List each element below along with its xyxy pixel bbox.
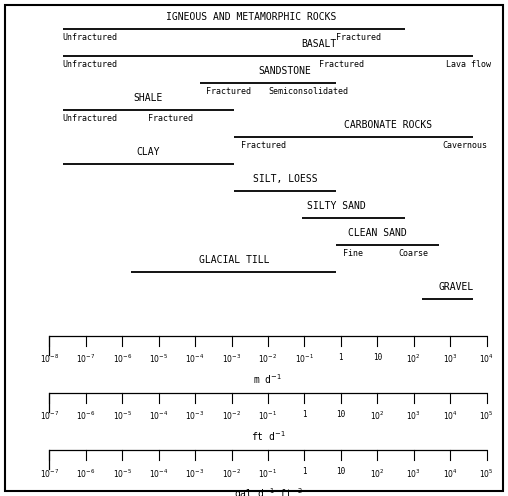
Text: $10^{4}$: $10^{4}$ (479, 353, 494, 366)
Text: 1: 1 (338, 353, 343, 362)
Text: SANDSTONE: SANDSTONE (259, 66, 311, 76)
Text: $10^{-2}$: $10^{-2}$ (259, 353, 277, 366)
Text: CLAY: CLAY (137, 147, 160, 157)
Text: $10^{4}$: $10^{4}$ (442, 410, 458, 423)
Text: ft d$^{-1}$: ft d$^{-1}$ (250, 429, 285, 443)
Text: $10^{-1}$: $10^{-1}$ (259, 467, 277, 480)
Text: $10^{-7}$: $10^{-7}$ (40, 410, 59, 423)
Text: $10^{-2}$: $10^{-2}$ (222, 467, 241, 480)
Text: SILT, LOESS: SILT, LOESS (253, 174, 318, 184)
Text: $10^{-3}$: $10^{-3}$ (222, 353, 241, 366)
Text: Fractured: Fractured (319, 60, 364, 69)
Text: $10^{-7}$: $10^{-7}$ (76, 353, 96, 366)
Text: $10^{-3}$: $10^{-3}$ (185, 410, 205, 423)
Text: $10^{3}$: $10^{3}$ (406, 467, 421, 480)
Text: 10: 10 (373, 353, 382, 362)
Text: $10^{-6}$: $10^{-6}$ (76, 410, 96, 423)
Text: $10^{-1}$: $10^{-1}$ (259, 410, 277, 423)
Text: 1: 1 (302, 467, 307, 476)
Text: Fractured: Fractured (148, 114, 194, 123)
Text: $10^{-3}$: $10^{-3}$ (185, 467, 205, 480)
Text: Semiconsolidated: Semiconsolidated (268, 87, 348, 96)
Text: $10^{4}$: $10^{4}$ (442, 467, 458, 480)
Text: $10^{-2}$: $10^{-2}$ (222, 410, 241, 423)
Text: m d$^{-1}$: m d$^{-1}$ (253, 372, 282, 386)
Text: Unfractured: Unfractured (63, 114, 118, 123)
Text: Unfractured: Unfractured (63, 33, 118, 42)
Text: GLACIAL TILL: GLACIAL TILL (199, 255, 269, 265)
Text: 10: 10 (336, 410, 345, 419)
Text: $10^{2}$: $10^{2}$ (406, 353, 421, 366)
Text: Coarse: Coarse (398, 248, 428, 257)
Text: Fractured: Fractured (206, 87, 251, 96)
Text: $10^{3}$: $10^{3}$ (406, 410, 421, 423)
Text: $10^{5}$: $10^{5}$ (479, 467, 494, 480)
Text: $10^{-4}$: $10^{-4}$ (149, 410, 168, 423)
Text: $10^{5}$: $10^{5}$ (479, 410, 494, 423)
Text: $10^{-8}$: $10^{-8}$ (40, 353, 59, 366)
Text: $10^{-4}$: $10^{-4}$ (185, 353, 205, 366)
Text: Fine: Fine (343, 248, 363, 257)
Text: SHALE: SHALE (134, 93, 163, 103)
Text: $10^{2}$: $10^{2}$ (370, 467, 385, 480)
Text: Fractured: Fractured (241, 141, 285, 150)
Text: $10^{-1}$: $10^{-1}$ (295, 353, 314, 366)
Text: Cavernous: Cavernous (442, 141, 487, 150)
Text: $10^{2}$: $10^{2}$ (370, 410, 385, 423)
Text: $10^{-7}$: $10^{-7}$ (40, 467, 59, 480)
Text: BASALT: BASALT (302, 39, 337, 49)
Text: IGNEOUS AND METAMORPHIC ROCKS: IGNEOUS AND METAMORPHIC ROCKS (166, 12, 336, 22)
Text: $10^{-4}$: $10^{-4}$ (149, 467, 168, 480)
Text: 10: 10 (336, 467, 345, 476)
Text: $10^{-6}$: $10^{-6}$ (113, 353, 132, 366)
Text: $10^{-5}$: $10^{-5}$ (149, 353, 168, 366)
Text: $10^{-5}$: $10^{-5}$ (113, 410, 132, 423)
Text: $10^{-6}$: $10^{-6}$ (76, 467, 96, 480)
Text: GRAVEL: GRAVEL (438, 282, 473, 292)
Text: SILTY SAND: SILTY SAND (307, 201, 366, 211)
Text: $10^{3}$: $10^{3}$ (443, 353, 458, 366)
Text: 1: 1 (302, 410, 307, 419)
Text: Fractured: Fractured (336, 33, 382, 42)
Text: Lava flow: Lava flow (446, 60, 491, 69)
Text: gal d$^{-1}$ ft$^{-2}$: gal d$^{-1}$ ft$^{-2}$ (234, 486, 302, 496)
Text: Unfractured: Unfractured (63, 60, 118, 69)
Text: CLEAN SAND: CLEAN SAND (348, 228, 407, 238)
Text: CARBONATE ROCKS: CARBONATE ROCKS (343, 120, 432, 130)
Text: $10^{-5}$: $10^{-5}$ (113, 467, 132, 480)
